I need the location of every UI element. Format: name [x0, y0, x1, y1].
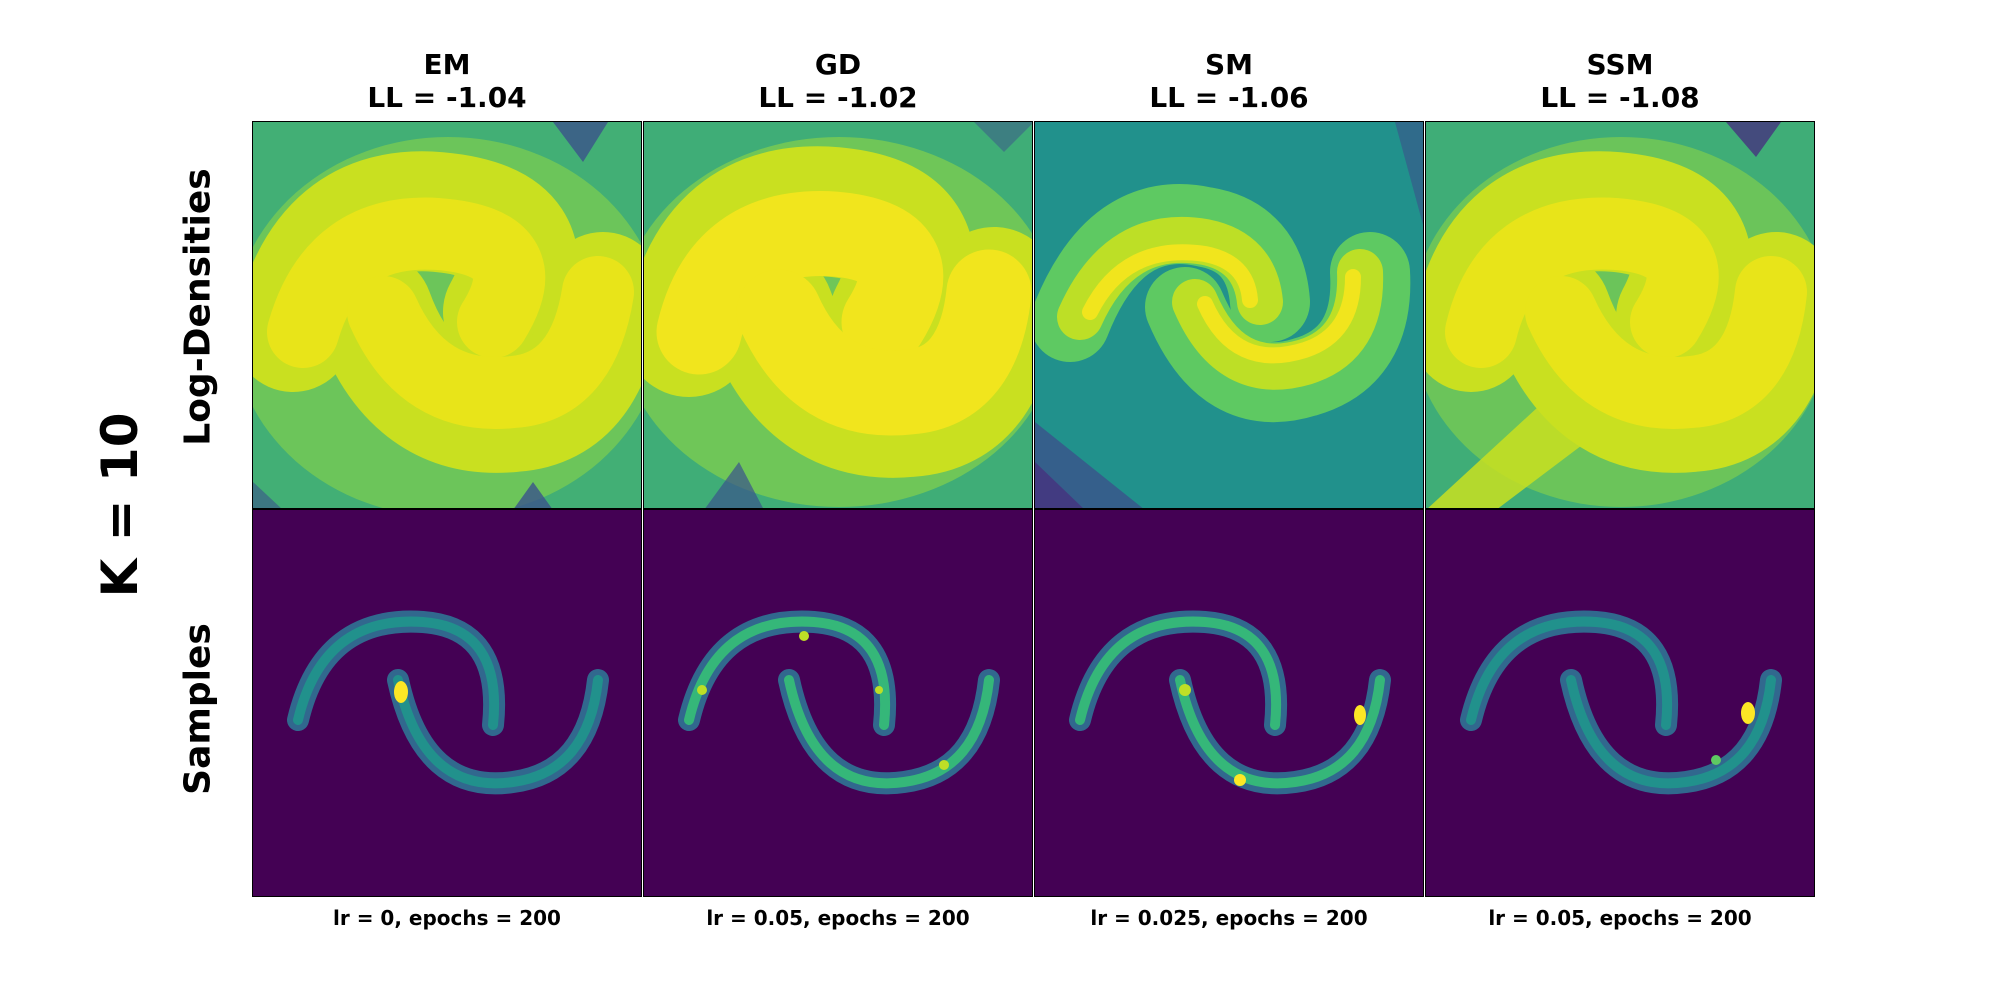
ll-label: LL = -1.04	[367, 81, 527, 114]
method-label: SSM	[1586, 48, 1654, 81]
footer-sm: lr = 0.025, epochs = 200	[1090, 906, 1368, 930]
method-label: GD	[814, 48, 862, 81]
method-label: EM	[423, 48, 471, 81]
samples-panel-gd	[643, 509, 1033, 897]
footer-ssm: lr = 0.05, epochs = 200	[1488, 906, 1752, 930]
density-plot	[644, 122, 1032, 508]
ll-label: LL = -1.02	[758, 81, 918, 114]
row-label-samples: Samples	[177, 623, 219, 795]
footer-em: lr = 0, epochs = 200	[333, 906, 561, 930]
ll-label: LL = -1.08	[1540, 81, 1700, 114]
density-plot	[1426, 122, 1814, 508]
column-title-ssm: SSM LL = -1.08	[1425, 48, 1815, 114]
density-plot	[253, 122, 641, 508]
density-panel-gd	[643, 121, 1033, 509]
density-panel-sm	[1034, 121, 1424, 509]
density-panel-ssm	[1425, 121, 1815, 509]
figure-k-label: K = 10	[91, 412, 149, 598]
density-panel-em	[252, 121, 642, 509]
samples-plot	[644, 510, 1032, 896]
samples-panel-sm	[1034, 509, 1424, 897]
column-title-em: EM LL = -1.04	[252, 48, 642, 114]
samples-plot	[1035, 510, 1423, 896]
footer-gd: lr = 0.05, epochs = 200	[706, 906, 970, 930]
samples-plot	[253, 510, 641, 896]
density-plot	[1035, 122, 1423, 508]
method-label: SM	[1204, 48, 1254, 81]
samples-plot	[1426, 510, 1814, 896]
samples-panel-ssm	[1425, 509, 1815, 897]
samples-panel-em	[252, 509, 642, 897]
column-title-sm: SM LL = -1.06	[1034, 48, 1424, 114]
column-title-gd: GD LL = -1.02	[643, 48, 1033, 114]
ll-label: LL = -1.06	[1149, 81, 1309, 114]
row-label-log-densities: Log-Densities	[177, 168, 219, 446]
